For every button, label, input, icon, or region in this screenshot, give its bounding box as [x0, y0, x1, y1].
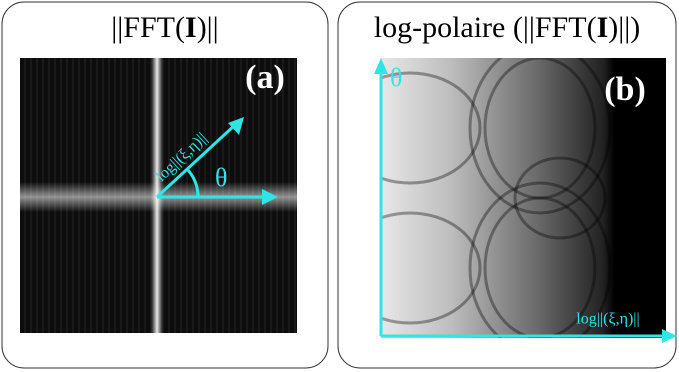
- angle-label: θ: [390, 63, 402, 92]
- panel-title: ||FFT(I)||: [111, 11, 218, 44]
- arrow-head: [662, 329, 677, 343]
- panel-tag: (b): [604, 71, 646, 108]
- panel-title: log-polaire (||FFT(I)||): [374, 11, 641, 44]
- arrow-head: [228, 117, 244, 135]
- panel-tag: (a): [245, 59, 285, 96]
- axes-arrows: [155, 122, 268, 199]
- log-polar-image: [380, 58, 666, 338]
- angle-label: θ: [215, 163, 227, 192]
- radius-label: log||(ξ,η)||: [576, 311, 639, 328]
- axes-arrows: [379, 70, 665, 338]
- arrow-head: [262, 189, 278, 205]
- arrow-head: [374, 58, 388, 74]
